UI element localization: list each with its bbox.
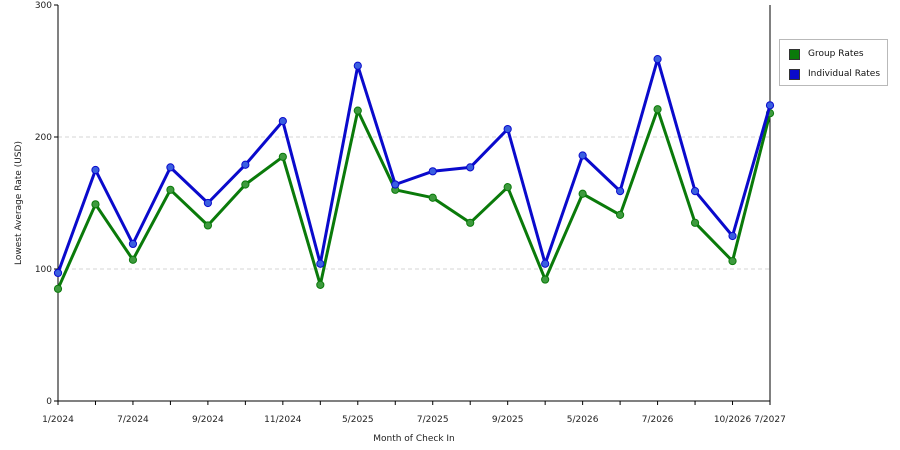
- x-tick-label: 7/2026: [642, 415, 674, 425]
- series-line-individual-rates: [56, 57, 772, 274]
- legend-item-group-rates: Group Rates: [789, 48, 864, 60]
- y-tick-label: 300: [35, 1, 52, 11]
- legend-swatch-group-rates: [789, 48, 800, 60]
- data-point-individual-rates: [428, 167, 437, 176]
- data-point-individual-rates: [578, 151, 587, 160]
- data-point-individual-rates: [353, 61, 362, 70]
- data-point-individual-rates: [728, 231, 737, 241]
- y-tick-label: 200: [35, 133, 52, 143]
- x-tick-label: 5/2025: [342, 415, 374, 425]
- data-point-group-rates: [353, 106, 362, 115]
- data-point-group-rates: [428, 193, 437, 202]
- legend-item-individual-rates: Individual Rates: [789, 68, 880, 80]
- data-point-individual-rates: [466, 163, 475, 172]
- data-point-group-rates: [241, 180, 250, 189]
- data-point-group-rates: [728, 256, 737, 266]
- y-axis-title: Lowest Average Rate (USD): [14, 141, 24, 265]
- data-point-individual-rates: [765, 101, 775, 110]
- x-tick-label: 7/2027: [754, 415, 786, 425]
- data-point-individual-rates: [503, 124, 512, 134]
- legend: Group Rates Individual Rates: [779, 39, 888, 86]
- data-point-individual-rates: [278, 117, 287, 126]
- data-point-individual-rates: [690, 187, 700, 196]
- legend-label-group-rates: Group Rates: [808, 49, 864, 59]
- y-ticks: 0 100 200 300: [35, 1, 58, 407]
- data-point-group-rates: [653, 105, 662, 114]
- axes: [57, 5, 771, 402]
- data-point-individual-rates: [653, 55, 662, 64]
- series-group: [53, 55, 775, 293]
- data-point-individual-rates: [241, 160, 250, 169]
- data-point-group-rates: [690, 218, 700, 227]
- data-point-group-rates: [203, 221, 212, 230]
- legend-label-individual-rates: Individual Rates: [808, 69, 881, 79]
- x-tick-label: 1/2024: [42, 415, 74, 425]
- x-tick-label: 7/2025: [417, 415, 449, 425]
- data-point-group-rates: [91, 200, 100, 209]
- x-tick-label: 10/2026: [714, 415, 752, 425]
- data-point-individual-rates: [316, 259, 325, 268]
- y-tick-label: 0: [46, 397, 52, 407]
- x-tick-label: 11/2024: [264, 415, 302, 425]
- x-tick-label: 9/2025: [492, 415, 524, 425]
- data-point-individual-rates: [541, 259, 550, 268]
- data-point-individual-rates: [128, 239, 138, 249]
- series-line-group-rates: [56, 107, 772, 290]
- x-tick-label: 5/2026: [567, 415, 599, 425]
- x-tick-label: 9/2024: [192, 415, 224, 425]
- data-point-individual-rates: [616, 187, 625, 196]
- data-point-group-rates: [541, 275, 550, 284]
- data-point-individual-rates: [391, 180, 400, 189]
- data-point-individual-rates: [53, 268, 63, 278]
- data-point-group-rates: [316, 280, 325, 289]
- data-point-group-rates: [503, 183, 512, 192]
- x-ticks: 1/2024 7/2024 9/2024 11/2024 5/2025 7/2025 9/2…: [42, 401, 786, 425]
- legend-swatch-individual-rates: [789, 68, 800, 80]
- y-tick-label: 100: [35, 265, 52, 275]
- data-point-group-rates: [166, 185, 175, 194]
- data-point-individual-rates: [203, 198, 212, 208]
- data-point-group-rates: [616, 210, 625, 219]
- data-point-individual-rates: [166, 163, 175, 172]
- data-point-group-rates: [278, 152, 287, 161]
- data-point-group-rates: [53, 284, 63, 293]
- data-point-group-rates: [466, 218, 475, 227]
- data-point-group-rates: [578, 189, 587, 198]
- x-axis-title: Month of Check In: [373, 434, 455, 444]
- data-point-individual-rates: [91, 165, 100, 175]
- x-tick-label: 7/2024: [117, 415, 149, 425]
- data-point-group-rates: [128, 255, 138, 264]
